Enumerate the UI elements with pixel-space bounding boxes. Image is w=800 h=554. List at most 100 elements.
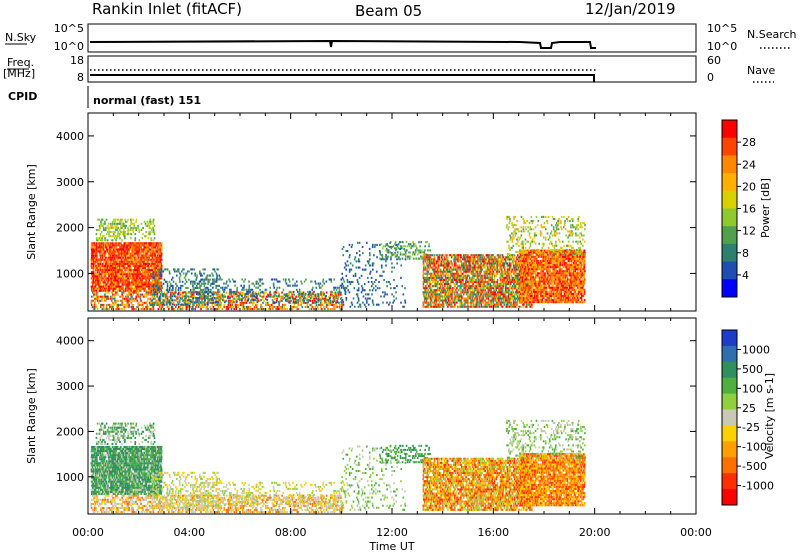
echo-cell: [439, 268, 442, 271]
echo-cell: [138, 277, 140, 280]
echo-cell: [431, 293, 434, 296]
echo-cell: [184, 291, 186, 294]
echo-cell: [439, 272, 442, 275]
echo-cell: [138, 301, 141, 304]
echo-cell: [92, 287, 95, 290]
echo-cell: [225, 291, 228, 294]
echo-cell: [118, 250, 120, 253]
echo-cell: [225, 282, 227, 285]
echo-cell: [422, 270, 425, 273]
echo-cell: [140, 281, 142, 284]
echo-cell: [107, 269, 109, 272]
echo-cell: [160, 262, 163, 265]
echo-cell: [130, 252, 132, 255]
echo-cell: [357, 305, 360, 308]
echo-cell: [215, 272, 218, 275]
echo-cell: [90, 258, 93, 261]
echo-cell: [455, 266, 457, 269]
echo-cell: [455, 268, 457, 271]
echo-cell: [321, 301, 323, 304]
echo-cell: [451, 262, 453, 265]
echo-cell: [152, 287, 155, 290]
echo-cell: [99, 285, 102, 288]
echo-cell: [144, 250, 146, 253]
echo-cell: [415, 245, 417, 248]
echo-cell: [446, 254, 448, 257]
echo-cell: [177, 289, 180, 292]
echo-cell: [226, 280, 228, 283]
echo-cell: [276, 286, 279, 289]
echo-cell: [129, 246, 132, 249]
echo-cell: [141, 242, 144, 245]
echo-cell: [101, 237, 103, 240]
echo-cell: [201, 278, 204, 281]
echo-cell: [94, 264, 97, 267]
echo-cell: [123, 289, 125, 292]
nsearch-label: N.Search: [747, 28, 797, 41]
echo-cell: [196, 276, 198, 279]
echo-cell: [297, 303, 300, 306]
echo-cell: [426, 256, 429, 259]
echo-cell: [155, 286, 158, 289]
echo-cell: [203, 272, 205, 275]
echo-cell: [97, 283, 100, 286]
echo-cell: [195, 305, 197, 309]
echo-cell: [371, 245, 374, 248]
echo-cell: [107, 231, 109, 234]
echo-cell: [179, 289, 182, 292]
echo-cell: [118, 256, 120, 259]
echo-cell: [136, 262, 138, 265]
echo-cell: [115, 277, 117, 280]
echo-cell: [107, 248, 109, 251]
echo-cell: [135, 242, 137, 245]
echo-cell: [144, 275, 147, 278]
freq-unit: [MHz]: [3, 67, 35, 80]
echo-cell: [329, 299, 332, 302]
echo-cell: [135, 275, 137, 278]
echo-cell: [149, 269, 152, 272]
echo-cell: [143, 242, 145, 245]
echo-cell: [431, 274, 434, 277]
echo-cell: [103, 250, 106, 253]
echo-cell: [100, 275, 103, 278]
echo-cell: [154, 297, 156, 300]
echo-cell: [152, 284, 155, 287]
echo-cell: [109, 267, 112, 270]
echo-cell: [380, 264, 383, 267]
echo-cell: [468, 270, 471, 273]
nave-tick-bottom: 0: [707, 71, 714, 84]
echo-cell: [456, 291, 458, 294]
echo-cell: [142, 258, 144, 261]
echo-cell: [120, 275, 122, 278]
echo-cell: [129, 262, 132, 265]
echo-cell: [475, 280, 478, 284]
echo-cell: [101, 281, 104, 284]
echo-cell: [101, 239, 104, 242]
echo-cell: [101, 269, 104, 272]
echo-cell: [452, 280, 454, 284]
echo-cell: [307, 305, 310, 309]
echo-cell: [102, 248, 105, 251]
echo-cell: [418, 257, 421, 260]
echo-cell: [464, 289, 467, 292]
echo-cell: [195, 299, 197, 302]
echo-cell: [490, 289, 492, 292]
echo-cell: [117, 256, 119, 259]
echo-cell: [108, 222, 110, 225]
echo-cell: [152, 254, 155, 257]
freq-frame: [87, 55, 697, 83]
echo-cell: [127, 267, 130, 270]
echo-cell: [393, 266, 396, 269]
echo-cell: [341, 247, 344, 251]
echo-cell: [217, 305, 220, 309]
echo-cell: [372, 287, 375, 290]
echo-cell: [427, 280, 430, 284]
echo-cell: [353, 258, 356, 261]
echo-cell: [362, 252, 364, 255]
echo-cell: [366, 301, 368, 304]
echo-cell: [462, 258, 465, 261]
echo-cell: [160, 284, 163, 287]
echo-cell: [400, 301, 402, 304]
echo-cell: [94, 269, 97, 272]
echo-cell: [265, 288, 268, 291]
